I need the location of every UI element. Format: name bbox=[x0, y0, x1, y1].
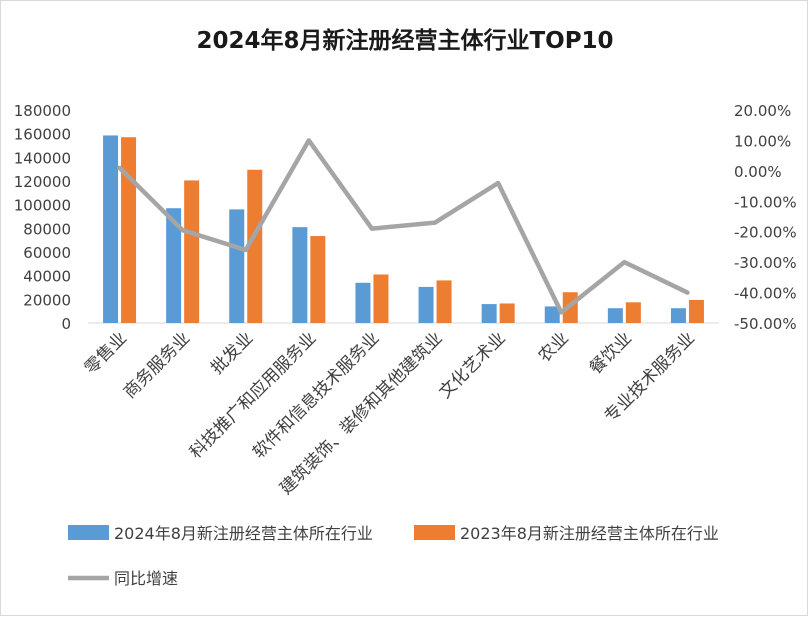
right-tick-label: 0.00% bbox=[734, 163, 782, 181]
left-tick-label: 100000 bbox=[14, 197, 71, 215]
bar-2024-8 bbox=[607, 308, 623, 323]
bar-2024-3 bbox=[292, 227, 308, 323]
bar-2023-2 bbox=[247, 169, 263, 323]
category-label: 软件和信息技术服务业 bbox=[249, 328, 383, 462]
chart-title: 2024年8月新注册经营主体行业TOP10 bbox=[196, 27, 613, 54]
right-tick-label: 20.00% bbox=[734, 102, 791, 120]
bar-2024-5 bbox=[418, 286, 434, 323]
category-label: 零售业 bbox=[81, 328, 131, 378]
bar-2023-6 bbox=[499, 303, 515, 323]
bar-2024-1 bbox=[166, 208, 182, 323]
left-tick-label: 40000 bbox=[23, 268, 71, 286]
bar-2024-6 bbox=[481, 304, 497, 323]
legend-label-growth: 同比增速 bbox=[114, 569, 178, 588]
bar-2023-8 bbox=[625, 302, 641, 323]
category-label: 商务服务业 bbox=[120, 328, 194, 402]
category-label: 批发业 bbox=[207, 328, 257, 378]
bar-2023-9 bbox=[688, 299, 704, 323]
bar-2024-0 bbox=[103, 135, 119, 323]
bar-2024-7 bbox=[544, 306, 560, 323]
left-tick-label: 80000 bbox=[23, 220, 71, 238]
right-tick-label: -10.00% bbox=[734, 193, 797, 211]
right-tick-label: -50.00% bbox=[734, 315, 797, 333]
bar-2023-0 bbox=[121, 137, 137, 323]
line-series bbox=[117, 138, 690, 315]
right-tick-label: 10.00% bbox=[734, 132, 791, 150]
legend-swatch-2024 bbox=[68, 525, 109, 540]
left-tick-label: 120000 bbox=[14, 173, 71, 191]
category-label: 文化艺术业 bbox=[435, 328, 509, 402]
right-tick-label: -20.00% bbox=[734, 224, 797, 242]
legend-label-2023: 2023年8月新注册经营主体所在行业 bbox=[460, 524, 719, 543]
right-axis: -50.00% -40.00% -30.00% -20.00% -10.00% 0.00%… bbox=[734, 102, 797, 333]
bar-2023-4 bbox=[373, 274, 389, 323]
category-label: 科技推广和应用服务业 bbox=[186, 328, 320, 462]
left-tick-label: 180000 bbox=[14, 102, 71, 120]
bar-2023-5 bbox=[436, 280, 452, 323]
bar-series bbox=[103, 135, 704, 323]
left-tick-label: 20000 bbox=[23, 291, 71, 309]
legend-label-2024: 2024年8月新注册经营主体所在行业 bbox=[114, 524, 373, 543]
left-axis: 0 20000 40000 60000 80000 100000 120000 140000 1… bbox=[14, 102, 71, 333]
left-tick-label: 140000 bbox=[14, 149, 71, 167]
category-label: 餐饮业 bbox=[586, 328, 636, 378]
left-tick-label: 60000 bbox=[23, 244, 71, 262]
right-tick-label: -40.00% bbox=[734, 285, 797, 303]
bar-2024-9 bbox=[670, 308, 686, 323]
growth-rate-line bbox=[117, 138, 690, 315]
left-tick-label: 160000 bbox=[14, 126, 71, 144]
bar-2024-4 bbox=[355, 282, 371, 323]
bar-2023-3 bbox=[310, 236, 326, 323]
legend-swatch-2023 bbox=[414, 525, 455, 540]
category-label: 农业 bbox=[535, 328, 573, 366]
left-tick-label: 0 bbox=[61, 315, 71, 333]
right-tick-label: -30.00% bbox=[734, 254, 797, 272]
bar-2023-1 bbox=[184, 180, 200, 323]
bar-2024-2 bbox=[229, 209, 245, 323]
